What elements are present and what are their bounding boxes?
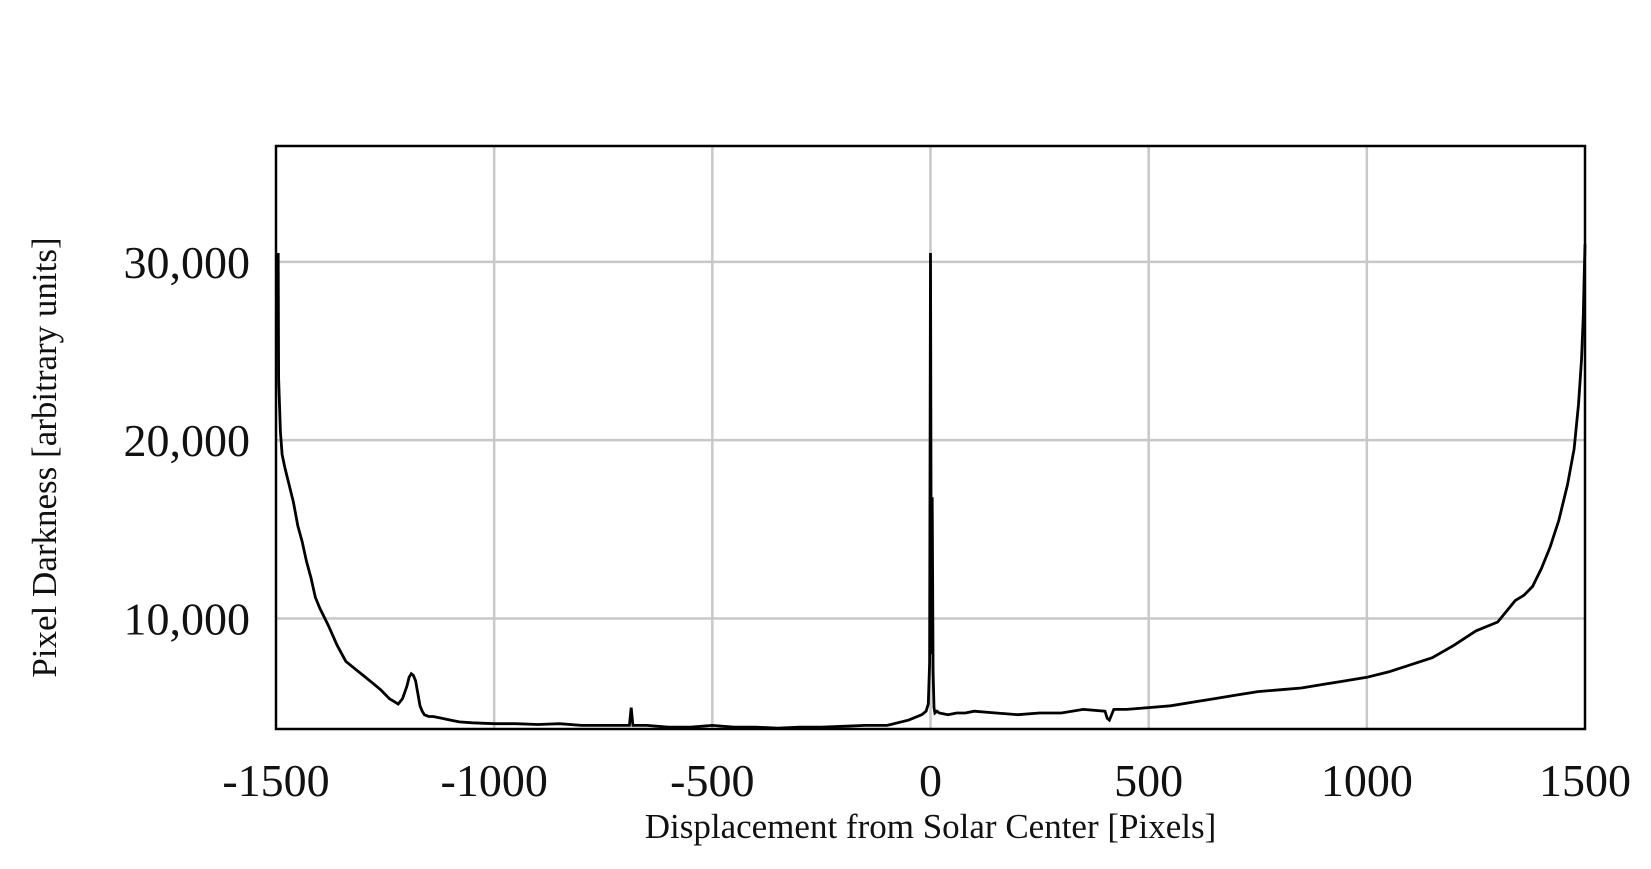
series-line	[276, 244, 1587, 730]
x-axis-title: Displacement from Solar Center [Pixels]	[645, 807, 1217, 846]
x-tick-label: -1500	[222, 755, 329, 806]
x-tick-label: 1500	[1539, 755, 1631, 806]
y-tick-label: 20,000	[124, 415, 251, 466]
x-tick-label: 0	[919, 755, 942, 806]
x-axis-tick-labels: -1500 -1000 -500 0 500 1000 1500	[222, 755, 1631, 806]
plot-frame	[274, 144, 1587, 731]
x-tick-label: -500	[670, 755, 754, 806]
x-tick-label: -1000	[441, 755, 548, 806]
x-tick-label: 500	[1114, 755, 1183, 806]
x-tick-label: 1000	[1321, 755, 1413, 806]
y-tick-label: 30,000	[124, 237, 251, 288]
y-axis-title: Pixel Darkness [arbitrary units]	[25, 237, 64, 677]
y-axis-tick-labels: 10,000 20,000 30,000	[124, 237, 251, 645]
y-tick-label: 10,000	[124, 593, 251, 644]
